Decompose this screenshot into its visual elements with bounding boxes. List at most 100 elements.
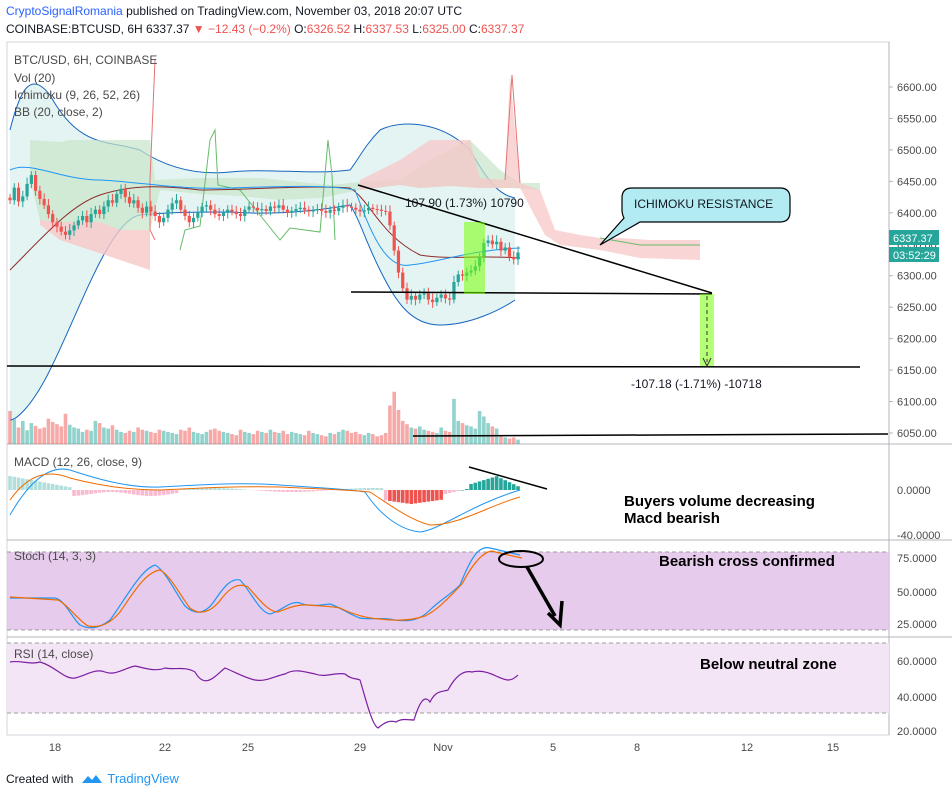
candle-body [93,209,97,215]
candle-body [260,209,264,211]
time-tick-label: 5 [550,742,556,754]
macd-bar [371,488,375,490]
macd-bar [358,488,362,490]
candle-body [431,299,435,303]
macd-bar [93,490,98,494]
price-tick-label: 6100.00 [897,397,937,409]
legend-stoch[interactable]: Stoch (14, 3, 3) [14,549,96,563]
stoch-cross-circle[interactable] [498,550,544,568]
candle-body [435,297,439,303]
high-value: 6337.53 [365,22,409,36]
candle-body [16,187,21,202]
symbol-label: COINBASE:BTCUSD, 6H [6,22,143,36]
macd-bar [298,490,303,492]
volume-bar [230,434,234,444]
legend-macd[interactable]: MACD (12, 26, close, 9) [14,455,142,469]
macd-bar [140,490,145,496]
volume-bar [336,431,341,444]
volume-bar [460,423,465,444]
stoch-down-arrow[interactable] [525,566,557,617]
volume-trendline[interactable] [412,433,889,437]
macd-bar [225,488,230,490]
descending-trendline[interactable] [357,184,713,294]
macd-bar [191,488,196,490]
volume-bar [131,431,136,444]
macd-bar [516,486,520,490]
volume-bar [388,405,392,444]
indicator-tick-label: 60.0000 [897,656,937,668]
author-link[interactable]: CryptoSignalRomania [6,4,123,18]
legend-ichimoku[interactable]: Ichimoku (9, 26, 52, 26) [14,88,140,102]
macd-bar [285,490,290,492]
volume-bar [341,429,345,444]
ichimoku-span-spike [504,74,521,184]
candle-body [196,212,200,218]
volume-bar [178,429,183,444]
volume-bar [430,431,435,444]
candle-body [439,294,443,298]
candle-body [324,210,328,213]
measure-box-down[interactable] [700,294,714,366]
volume-bar [238,429,243,444]
bollinger-fill [10,83,515,420]
volume-bar [25,430,29,444]
volume-bar [187,427,192,444]
support-line[interactable] [350,291,713,295]
volume-bar [358,434,362,444]
indicator-tick-label: 0.0000 [897,485,931,497]
price-axis[interactable]: 6600.006550.006500.006450.006400.006350.… [889,82,940,738]
candle-body [273,206,277,208]
macd-bar [55,484,59,490]
stoch-annotation: Bearish cross confirmed [659,553,835,570]
candle-body [191,217,196,223]
candle-body [166,209,170,218]
time-axis[interactable]: 18 22 25 29 Nov 5 8 12 15 [49,742,839,754]
candle-body [226,209,230,213]
volume-bar [418,426,422,444]
macd-bar [473,482,478,490]
ichimoku-callout[interactable] [599,187,791,246]
volume-bar [452,398,456,444]
price-tick-label: 6550.00 [897,113,937,125]
volume-bar [315,434,320,444]
macd-bar [144,490,149,496]
legend-volume[interactable]: Vol (20) [14,71,55,85]
macd-bar [452,490,456,492]
macd-bar [375,488,379,490]
volume-bar [114,429,119,444]
candle-body [298,207,302,210]
volume-bar [144,430,149,444]
volume-bar [349,433,354,444]
legend-rsi[interactable]: RSI (14, close) [14,647,93,661]
macd-bar [157,490,162,496]
legend-symbol[interactable]: BTC/USD, 6H, COINBASE [14,53,157,67]
legend-bollinger[interactable]: BB (20, close, 2) [14,105,103,119]
volume-bar [486,423,490,444]
candle-body [204,205,208,207]
target-line[interactable] [6,365,861,368]
candle-body [243,209,247,216]
macd-bar [178,489,183,490]
macd-trendline[interactable] [468,466,548,490]
candle-body [119,188,123,194]
time-tick-label: 12 [741,742,753,754]
macd-bar [102,490,106,493]
macd-bar [379,488,384,490]
macd-bar [76,490,81,496]
tradingview-link[interactable]: TradingView [107,771,179,786]
volume-bar [85,429,89,444]
volume-bar [268,429,273,444]
macd-bar [59,485,64,490]
ichimoku-lagging [179,128,336,251]
candle-body [38,190,42,199]
candle-body [51,214,55,223]
macd-bar [494,476,499,490]
volume-bar [102,427,106,444]
measure-box-up[interactable] [464,222,485,294]
countdown-tag [889,247,939,262]
tradingview-logo-icon[interactable] [81,773,103,785]
candle-body [251,206,255,208]
candle-body [187,215,191,223]
candle-body [290,210,294,213]
